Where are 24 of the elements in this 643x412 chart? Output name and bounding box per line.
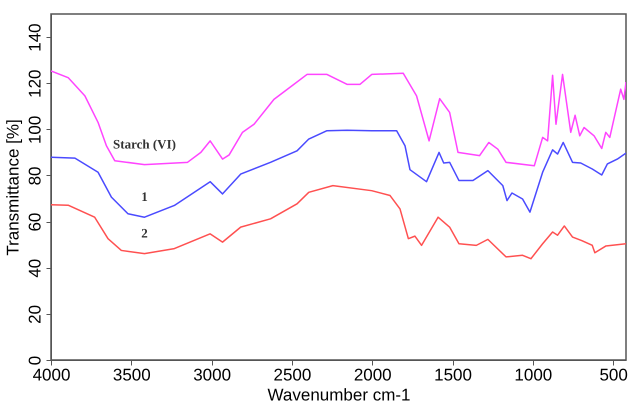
annotation: 2 xyxy=(141,226,148,241)
x-tick-label: 1000 xyxy=(514,366,552,384)
y-tick-label: 20 xyxy=(26,304,44,324)
line-series xyxy=(51,184,626,260)
x-tick-label: 3000 xyxy=(193,366,232,384)
x-tick-label: 3500 xyxy=(112,366,151,384)
line-series xyxy=(51,70,626,167)
line-series xyxy=(51,130,626,218)
x-axis-title: Wavenumber cm-1 xyxy=(268,386,410,404)
annotation: 1 xyxy=(141,189,148,204)
y-tick-label: 60 xyxy=(26,212,44,232)
x-tick-label: 2500 xyxy=(274,366,312,384)
x-tick-label: 2000 xyxy=(354,366,392,384)
y-tick-label: 120 xyxy=(26,70,44,98)
y-tick-label: 40 xyxy=(26,258,44,278)
x-tick-label: 4000 xyxy=(32,366,70,384)
y-tick-label: 80 xyxy=(26,166,44,186)
y-tick-label: 140 xyxy=(26,23,44,52)
y-tick-label: 100 xyxy=(26,116,44,144)
x-tick-label: 500 xyxy=(599,366,628,384)
y-axis-title: Transmittance [%] xyxy=(4,119,22,256)
y-tick-label: 0 xyxy=(26,356,44,366)
x-tick-label: 1500 xyxy=(434,366,472,384)
annotation: Starch (VI) xyxy=(113,136,176,152)
